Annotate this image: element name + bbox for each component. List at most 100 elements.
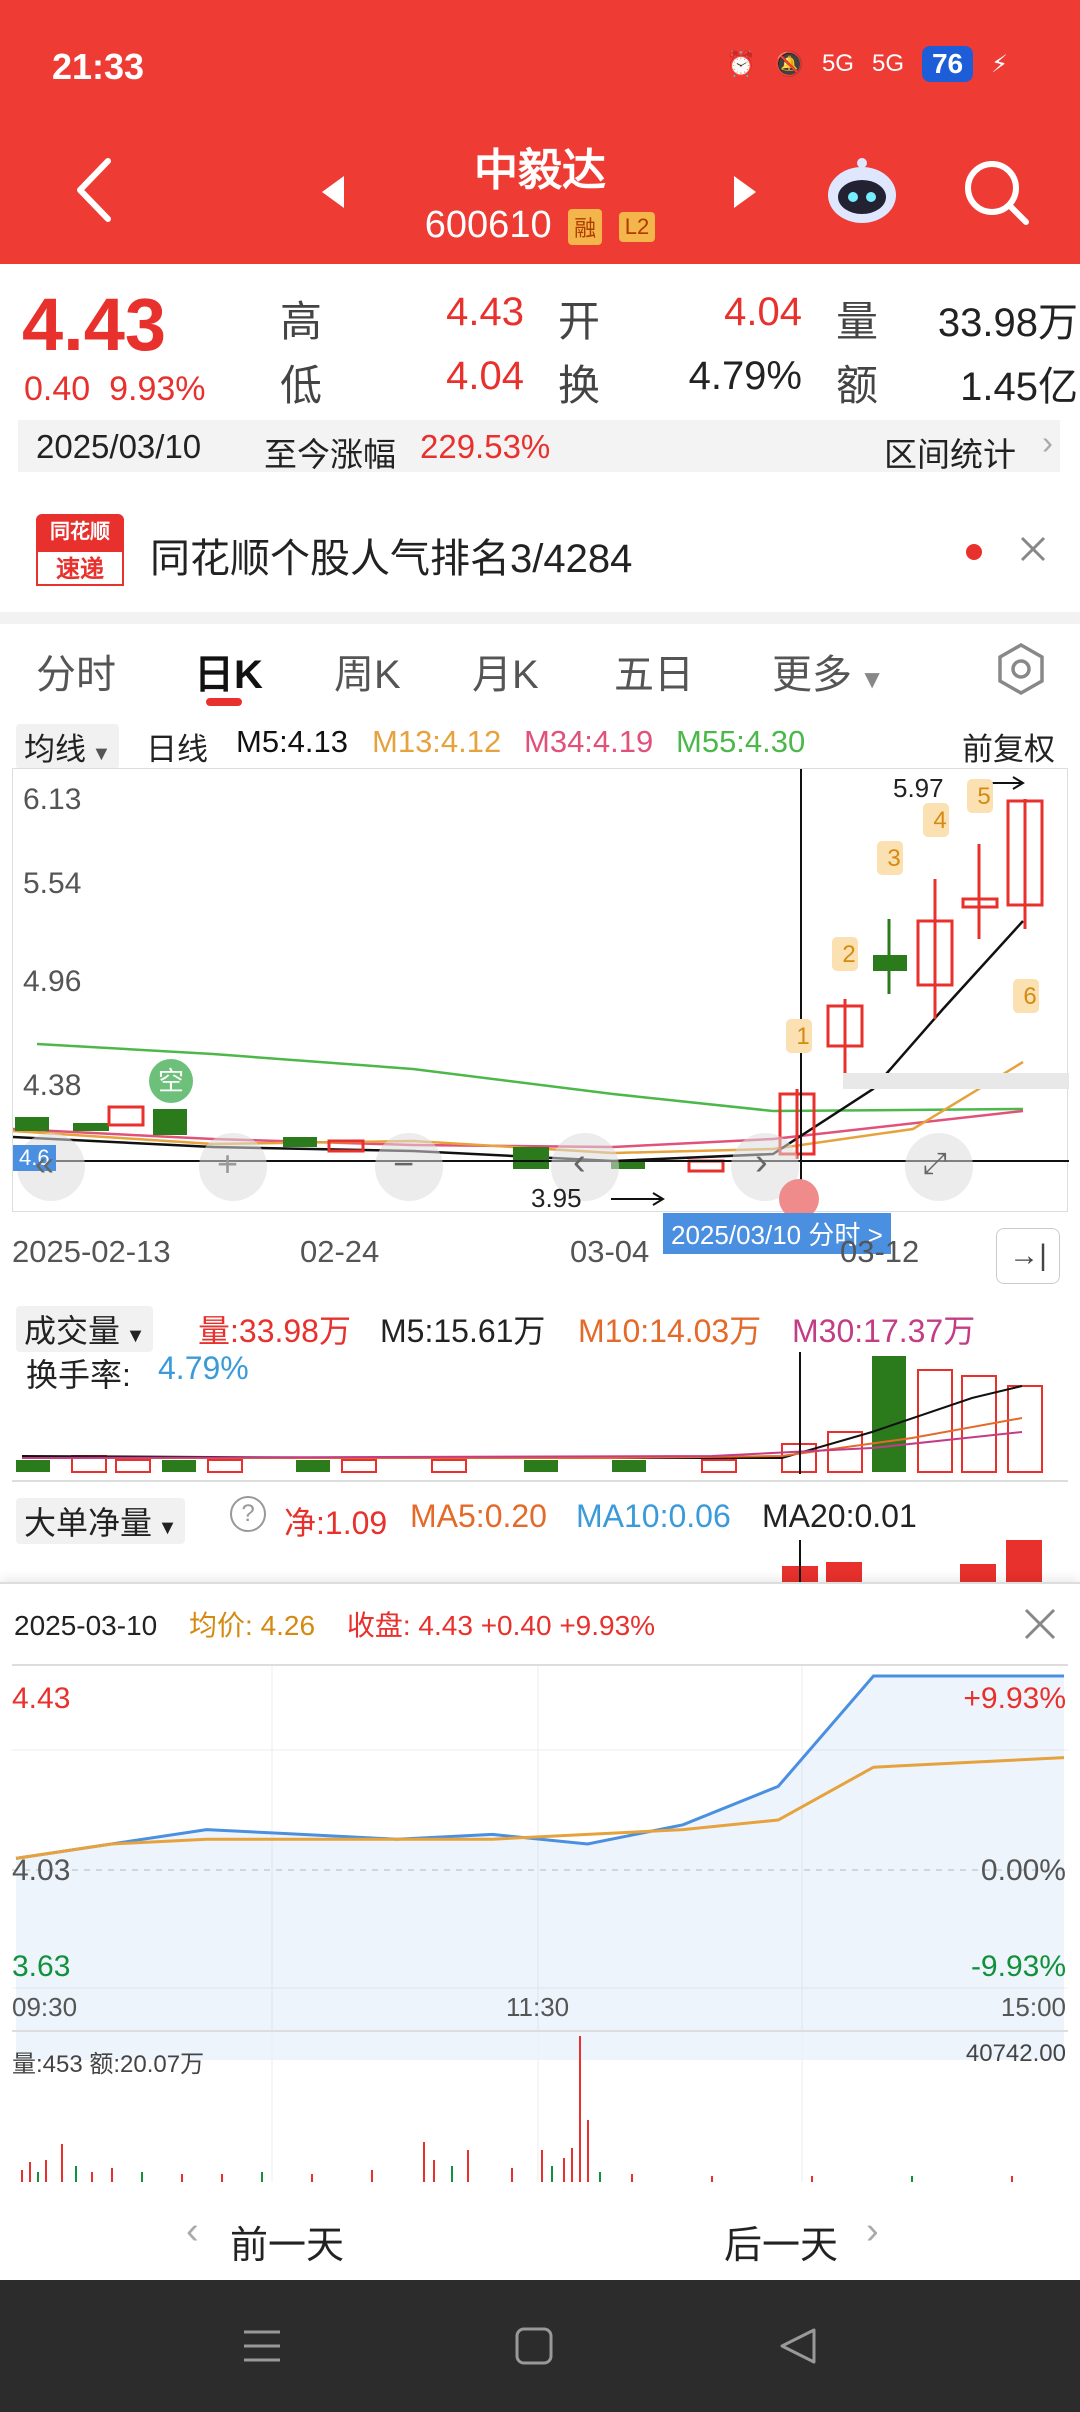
current-price: 4.43 [22, 283, 167, 366]
status-icons: ⏰ 🔕 5G 5G 76 ⚡ [726, 46, 1008, 82]
ma-selector[interactable]: 均线 ▼ [16, 724, 120, 769]
candle [961, 897, 999, 909]
next-candle-icon[interactable]: › [755, 1141, 768, 1183]
big-order-selector[interactable]: 大单净量 ▼ [16, 1498, 186, 1544]
separator [12, 1664, 1068, 1666]
robot-assistant-icon[interactable] [822, 155, 902, 230]
intraday-pct-bot: -9.93% [970, 1950, 1066, 1983]
intraday-series [15, 1674, 1065, 2060]
fullscreen-icon[interactable]: ⤢ [923, 1147, 947, 1180]
candle [513, 1147, 549, 1169]
crosshair-date-label[interactable]: 2025/03/10 分时 > [663, 1213, 891, 1254]
avg-price-line [15, 1756, 1065, 1860]
high-label: 高 [280, 298, 323, 345]
rewind-icon[interactable]: « [35, 1145, 54, 1183]
stock-code: 600610 [424, 204, 552, 246]
x-tick: 03-12 [840, 1234, 920, 1269]
help-icon[interactable]: ? [230, 1496, 266, 1532]
intraday-date: 2025-03-10 [14, 1610, 158, 1641]
prev-stock-icon[interactable] [318, 172, 348, 212]
intraday-volume-info: 量:453 额:20.07万 [12, 2051, 205, 2078]
intraday-volume-max: 40742.00 [965, 2040, 1066, 2067]
intraday-popup: 2025-03-10 均价: 4.26 收盘: 4.43 +0.40 +9.93… [0, 1582, 1080, 2280]
tab-monthly-k[interactable]: 月K [472, 653, 539, 697]
ma5-value: M5:4.13 [236, 724, 349, 759]
close-popup-icon[interactable] [1020, 1604, 1060, 1644]
next-day-button[interactable]: 后一天 [724, 2225, 839, 2267]
low-label: 低 [280, 362, 323, 409]
candle [873, 955, 907, 971]
volume-value: 量:33.98万 [198, 1313, 351, 1349]
jump-to-latest-button[interactable]: →| [996, 1228, 1060, 1284]
candle [1006, 799, 1044, 907]
home-icon[interactable] [512, 2324, 556, 2368]
settings-hexagon-icon[interactable] [994, 642, 1048, 696]
system-nav-bar [0, 2280, 1080, 2412]
caret-down-icon: ▼ [120, 1325, 146, 1347]
candle [73, 1123, 109, 1131]
net-value: 净:1.09 [284, 1505, 388, 1541]
step-badge [923, 803, 949, 837]
y-tick: 5.54 [23, 867, 82, 900]
signal-icon-2: 5G [871, 50, 904, 77]
quote-date: 2025/03/10 [36, 428, 202, 465]
ma-selector-label: 均线 [24, 732, 86, 767]
tab-intraday[interactable]: 分时 [36, 653, 116, 697]
volume-value: 33.98万 [937, 301, 1078, 345]
close-icon[interactable] [1018, 534, 1048, 564]
avg-label: 均价: [189, 1610, 253, 1641]
intraday-volume-chart [21, 2032, 1013, 2182]
stock-code-row: 600610 融 L2 [0, 204, 1080, 247]
turnover-value: 4.79% [688, 354, 802, 398]
price-change: 0.40 9.93% [24, 370, 206, 409]
l2-tag: L2 [618, 211, 656, 242]
ma-period[interactable]: 日线 [146, 732, 208, 767]
tab-weekly-k[interactable]: 周K [334, 653, 401, 697]
high-marker-label: 5.97 [893, 773, 944, 803]
tab-five-day[interactable]: 五日 [614, 653, 694, 697]
step-label: 4 [933, 807, 947, 834]
chevron-left-icon: ‹ [186, 2210, 199, 2252]
prev-candle-circle [551, 1133, 619, 1201]
low-value: 4.04 [446, 354, 524, 398]
separator [0, 612, 1080, 624]
next-stock-icon[interactable] [730, 172, 760, 212]
vol-m5: M5:15.61万 [380, 1313, 546, 1349]
range-stats-button[interactable]: 区间统计 [884, 436, 1016, 473]
tab-more[interactable]: 更多 ▼ [772, 642, 885, 700]
candle [327, 1139, 365, 1153]
volume-selector[interactable]: 成交量 ▼ [16, 1306, 154, 1352]
intraday-pct-mid: 0.00% [980, 1854, 1066, 1887]
alarm-icon: ⏰ [726, 50, 757, 78]
zoom-out-icon[interactable]: − [393, 1143, 415, 1184]
zoom-in-icon[interactable]: + [217, 1143, 239, 1184]
back-nav-icon[interactable] [776, 2324, 820, 2368]
intraday-y-mid: 4.03 [12, 1854, 71, 1887]
battery-indicator: 76 [921, 46, 974, 82]
amount-value: 1.45亿 [960, 365, 1078, 409]
period-tabs: 分时 日K 周K 月K 五日 更多 ▼ [0, 628, 1080, 708]
time-mid: 11:30 [506, 1992, 570, 2022]
volume-chart [16, 1352, 1043, 1474]
y-tick: 6.13 [23, 783, 82, 816]
x-tick: 03-04 [570, 1234, 650, 1269]
tab-daily-k[interactable]: 日K [194, 653, 263, 697]
short-signal-badge: 空 [149, 1059, 193, 1103]
popularity-banner[interactable]: 同花顺 速递 同花顺个股人气排名3/4284 [0, 490, 1080, 610]
back-icon[interactable] [70, 155, 120, 225]
prev-candle-icon[interactable]: ‹ [573, 1141, 586, 1183]
step-label: 6 [1023, 983, 1037, 1010]
intraday-chart[interactable] [12, 1666, 1068, 2070]
kline-svg [13, 769, 1069, 1213]
popularity-text: 同花顺个股人气排名3/4284 [150, 537, 633, 581]
margin-tag: 融 [568, 208, 603, 245]
kline-chart[interactable]: 6.13 5.54 4.96 4.38 5.97 3.95 空 4.6 1 2 … [12, 768, 1069, 1254]
prev-day-button[interactable]: 前一天 [230, 2225, 345, 2267]
x-tick: 02-24 [300, 1234, 380, 1269]
search-icon[interactable] [962, 158, 1032, 228]
menu-icon[interactable] [240, 2324, 284, 2368]
adjust-mode[interactable]: 前复权 [962, 732, 1055, 767]
ma55-value: M55:4.30 [676, 724, 806, 759]
time-end: 15:00 [1000, 1992, 1066, 2022]
turnover-rate-value: 4.79% [158, 1350, 249, 1386]
